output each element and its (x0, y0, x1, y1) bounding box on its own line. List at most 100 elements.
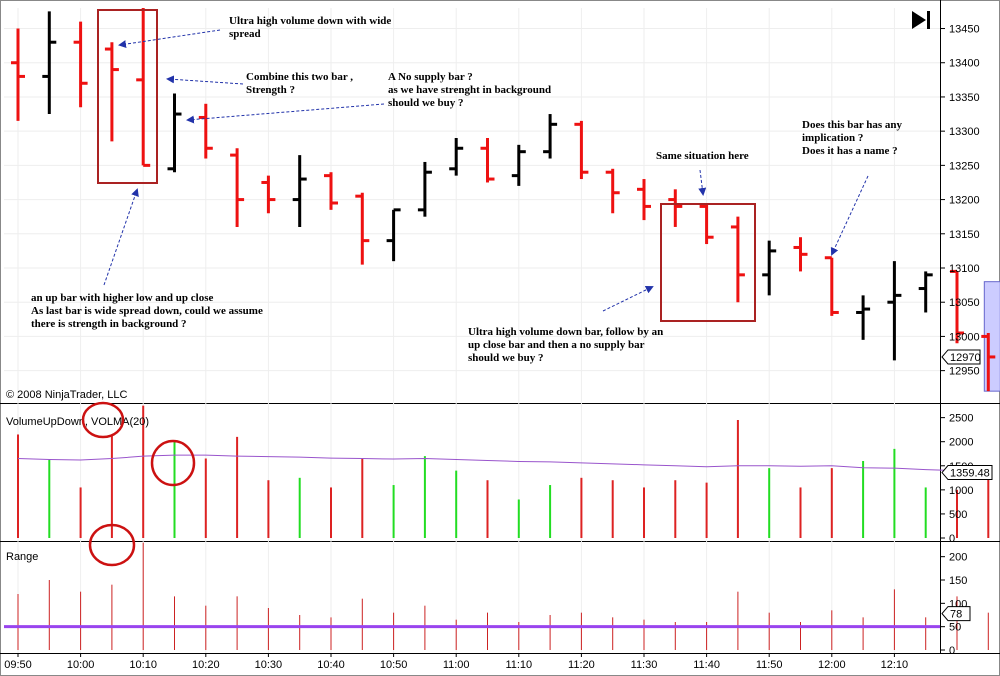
annotation-line: Combine this two bar , (246, 71, 353, 83)
annotation-arrow (118, 29, 221, 49)
highlight-box (660, 203, 756, 322)
time-label: 09:50 (4, 659, 32, 671)
price-tick-label: 13250 (949, 160, 980, 172)
ohlc-bar (261, 175, 276, 214)
time-label: 10:00 (67, 659, 95, 671)
time-label: 12:00 (818, 659, 846, 671)
ohlc-bar (793, 237, 808, 272)
time-label: 11:50 (756, 659, 783, 671)
ohlc-bar (605, 168, 620, 214)
annotation-arrow (602, 286, 654, 312)
annotation-line: as we have strenght in background (388, 84, 551, 96)
annotation-arrow (186, 103, 385, 124)
annotation-line: A No supply bar ? (388, 71, 473, 83)
ohlc-bar (480, 138, 495, 183)
ohlc-bar (417, 161, 432, 217)
ohlc-bar (11, 28, 25, 121)
volume-tick-label: 2000 (949, 437, 973, 449)
annotation-line: spread (229, 28, 261, 40)
volma-marker (941, 465, 993, 481)
price-panel (11, 8, 1000, 392)
hand-drawn-circle (150, 439, 196, 487)
annotation-text: Does this bar has any implication ? Does i… (802, 119, 903, 157)
time-label: 11:10 (505, 659, 532, 671)
annotation-line: As last bar is wide spread down, could w… (31, 305, 263, 317)
annotation-line: Strength ? (246, 84, 295, 96)
annotation-text: an up bar with higher low and up close As… (31, 292, 263, 330)
ohlc-bar (637, 179, 651, 221)
ohlc-bar (198, 103, 213, 159)
time-label: 11:30 (631, 659, 658, 671)
ohlc-bar (762, 240, 777, 296)
time-label: 11:40 (693, 659, 720, 671)
ohlc-bar (699, 203, 714, 245)
volume-panel (17, 405, 990, 538)
range-panel (4, 542, 989, 650)
annotation-line: Same situation here (656, 150, 749, 162)
ohlc-bar (355, 192, 370, 265)
ohlc-bar (824, 256, 839, 316)
price-tick-label: 13400 (949, 58, 980, 70)
annotation-arrow (830, 175, 869, 256)
annotations: Ultra high volume down with wide spread Co… (31, 9, 903, 567)
play-to-end-icon (912, 11, 930, 29)
volume-tick-label: 500 (949, 509, 967, 521)
last-price-marker (941, 349, 981, 365)
time-label: 10:40 (317, 659, 345, 671)
price-tick-label: 13300 (949, 126, 980, 138)
highlight-box (97, 9, 158, 184)
range-value-label: 78 (950, 609, 962, 621)
hand-drawn-circle (88, 523, 136, 567)
price-tick-label: 13450 (949, 24, 980, 36)
volume-tick-label: 1000 (949, 485, 973, 497)
annotation-text: Ultra high volume down with wide spread (229, 15, 391, 40)
ohlc-bar (730, 216, 745, 303)
range-value-marker (941, 606, 971, 622)
ohlc-bar (386, 208, 401, 262)
ohlc-bar (887, 261, 902, 361)
ohlc-bar (292, 155, 307, 227)
volma-line (17, 454, 989, 473)
range-tick-label: 200 (949, 552, 967, 564)
time-label: 10:20 (192, 659, 220, 671)
ohlc-bar (104, 42, 119, 142)
range-panel-title: Range (6, 551, 38, 563)
ohlc-bar (324, 172, 338, 210)
volume-tick-label: 0 (949, 533, 955, 545)
play-to-end-bar (927, 11, 930, 29)
annotation-line: should we buy ? (468, 352, 544, 364)
annotation-line: Does this bar has any (802, 119, 903, 131)
ohlc-bar (918, 271, 933, 313)
ohlc-bar (668, 189, 683, 227)
range-tick-label: 0 (949, 645, 955, 657)
annotation-line: up close bar and then a no supply bar (468, 339, 645, 351)
ohlc-bar (42, 11, 57, 115)
annotation-line: Ultra high volume down bar, follow by an (468, 326, 663, 338)
range-tick-label: 50 (949, 622, 961, 634)
ohlc-bar (230, 148, 245, 227)
annotation-line: should we buy ? (388, 97, 464, 109)
ohlc-bar (856, 295, 871, 340)
annotation-arrow (103, 188, 139, 286)
ohlc-bar (981, 333, 996, 392)
annotation-text: A No supply bar ? as we have strenght in … (388, 71, 551, 109)
ohlc-bar (511, 144, 526, 186)
annotation-arrow (698, 169, 707, 196)
ohlc-bar (574, 120, 589, 180)
annotation-line: Does it has a name ? (802, 145, 898, 157)
hand-drawn-circle (81, 401, 125, 439)
ohlc-bar (136, 8, 151, 167)
ohlc-bar (167, 93, 182, 173)
annotation-text: Combine this two bar , Strength ? (246, 71, 353, 96)
price-tick-label: 13200 (949, 195, 980, 207)
last-price-label: 12970 (950, 352, 981, 364)
time-label: 12:10 (881, 659, 909, 671)
annotation-line: there is strength in background ? (31, 318, 187, 330)
axes: 12950 13000 13050 13100 13150 13200 13250 13300… (4, 11, 993, 671)
volume-panel-title: VolumeUpDown, VOLMA(20) (6, 416, 149, 428)
price-tick-label: 13350 (949, 92, 980, 104)
copyright-text: © 2008 NinjaTrader, LLC (6, 389, 127, 401)
